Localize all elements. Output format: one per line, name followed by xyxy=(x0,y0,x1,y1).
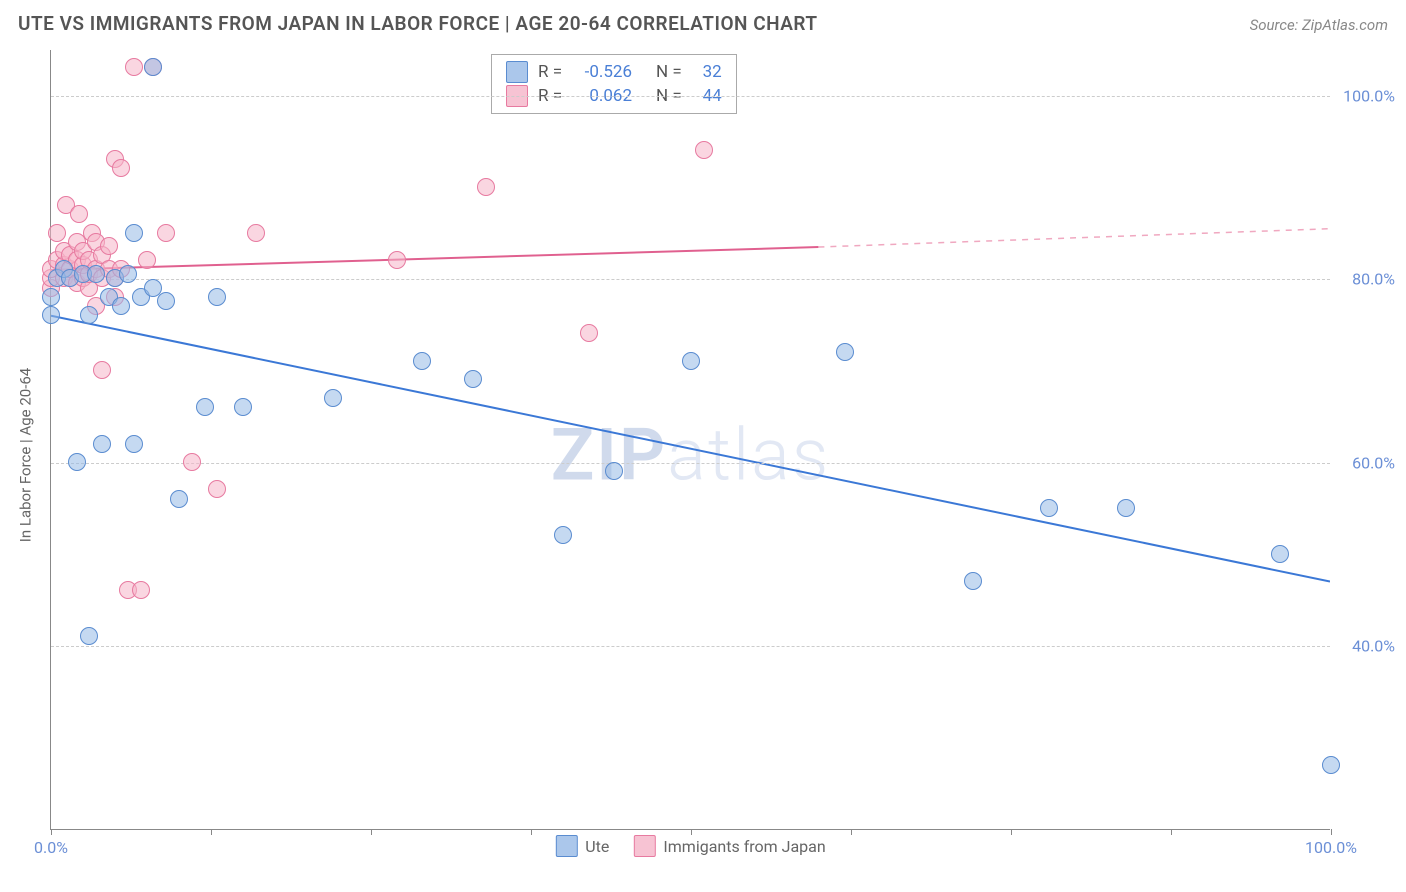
data-point xyxy=(80,306,98,324)
x-tick xyxy=(1331,829,1332,835)
data-point xyxy=(80,627,98,645)
data-point xyxy=(208,288,226,306)
x-tick xyxy=(1171,829,1172,835)
x-tick xyxy=(531,829,532,835)
y-tick-label: 80.0% xyxy=(1352,270,1395,289)
legend-swatch-icon xyxy=(506,61,528,83)
data-point xyxy=(138,251,156,269)
legend-stat-row: R =-0.526N =32 xyxy=(506,61,722,83)
data-point xyxy=(413,352,431,370)
x-tick xyxy=(1011,829,1012,835)
data-point xyxy=(196,398,214,416)
r-value: -0.526 xyxy=(572,62,632,82)
data-point xyxy=(100,237,118,255)
data-point xyxy=(112,297,130,315)
x-tick xyxy=(211,829,212,835)
data-point xyxy=(234,398,252,416)
data-point xyxy=(119,265,137,283)
data-point xyxy=(682,352,700,370)
data-point xyxy=(125,435,143,453)
chart-header: UTE VS IMMIGRANTS FROM JAPAN IN LABOR FO… xyxy=(18,12,1388,35)
data-point xyxy=(388,251,406,269)
gridline-horizontal xyxy=(51,463,1330,464)
x-tick xyxy=(371,829,372,835)
data-point xyxy=(42,306,60,324)
x-tick-label: 100.0% xyxy=(1305,838,1357,857)
data-point xyxy=(125,58,143,76)
x-tick xyxy=(51,829,52,835)
data-point xyxy=(132,581,150,599)
y-axis-label: In Labor Force | Age 20-64 xyxy=(16,368,34,542)
data-point xyxy=(964,572,982,590)
data-point xyxy=(464,370,482,388)
data-point xyxy=(247,224,265,242)
x-tick xyxy=(691,829,692,835)
scatter-plot-area: ZIPatlas R =-0.526N =32R =0.062N =44 Ute… xyxy=(50,50,1330,830)
legend-swatch-icon xyxy=(555,835,577,857)
data-point xyxy=(1040,499,1058,517)
trend-line xyxy=(51,247,818,270)
gridline-horizontal xyxy=(51,646,1330,647)
legend-label: Ute xyxy=(585,837,609,856)
y-tick-label: 100.0% xyxy=(1343,86,1395,105)
watermark-text: ZIPatlas xyxy=(551,413,831,498)
data-point xyxy=(112,159,130,177)
trend-lines-svg xyxy=(51,50,1330,829)
y-tick-label: 40.0% xyxy=(1352,637,1395,656)
gridline-horizontal xyxy=(51,96,1330,97)
x-tick-label: 0.0% xyxy=(34,838,68,857)
legend-swatch-icon xyxy=(633,835,655,857)
data-point xyxy=(93,435,111,453)
trend-line xyxy=(818,229,1330,247)
data-point xyxy=(605,462,623,480)
data-point xyxy=(554,526,572,544)
data-point xyxy=(477,178,495,196)
data-point xyxy=(1322,756,1340,774)
x-tick xyxy=(851,829,852,835)
data-point xyxy=(42,288,60,306)
data-point xyxy=(208,480,226,498)
legend-item: Ute xyxy=(555,835,609,857)
source-attribution: Source: ZipAtlas.com xyxy=(1250,16,1388,34)
data-point xyxy=(87,265,105,283)
data-point xyxy=(1117,499,1135,517)
data-point xyxy=(48,224,66,242)
data-point xyxy=(93,361,111,379)
series-legend: Ute Immigants from Japan xyxy=(555,835,825,857)
data-point xyxy=(1271,545,1289,563)
data-point xyxy=(170,490,188,508)
legend-item: Immigants from Japan xyxy=(633,835,825,857)
data-point xyxy=(836,343,854,361)
data-point xyxy=(695,141,713,159)
chart-title: UTE VS IMMIGRANTS FROM JAPAN IN LABOR FO… xyxy=(18,12,818,35)
data-point xyxy=(68,453,86,471)
correlation-stats-legend: R =-0.526N =32R =0.062N =44 xyxy=(491,54,737,114)
data-point xyxy=(580,324,598,342)
data-point xyxy=(157,224,175,242)
data-point xyxy=(70,205,88,223)
y-tick-label: 60.0% xyxy=(1352,453,1395,472)
legend-label: Immigants from Japan xyxy=(663,837,825,856)
data-point xyxy=(144,58,162,76)
n-value: 32 xyxy=(692,62,722,82)
data-point xyxy=(125,224,143,242)
data-point xyxy=(324,389,342,407)
data-point xyxy=(183,453,201,471)
data-point xyxy=(157,292,175,310)
gridline-horizontal xyxy=(51,279,1330,280)
